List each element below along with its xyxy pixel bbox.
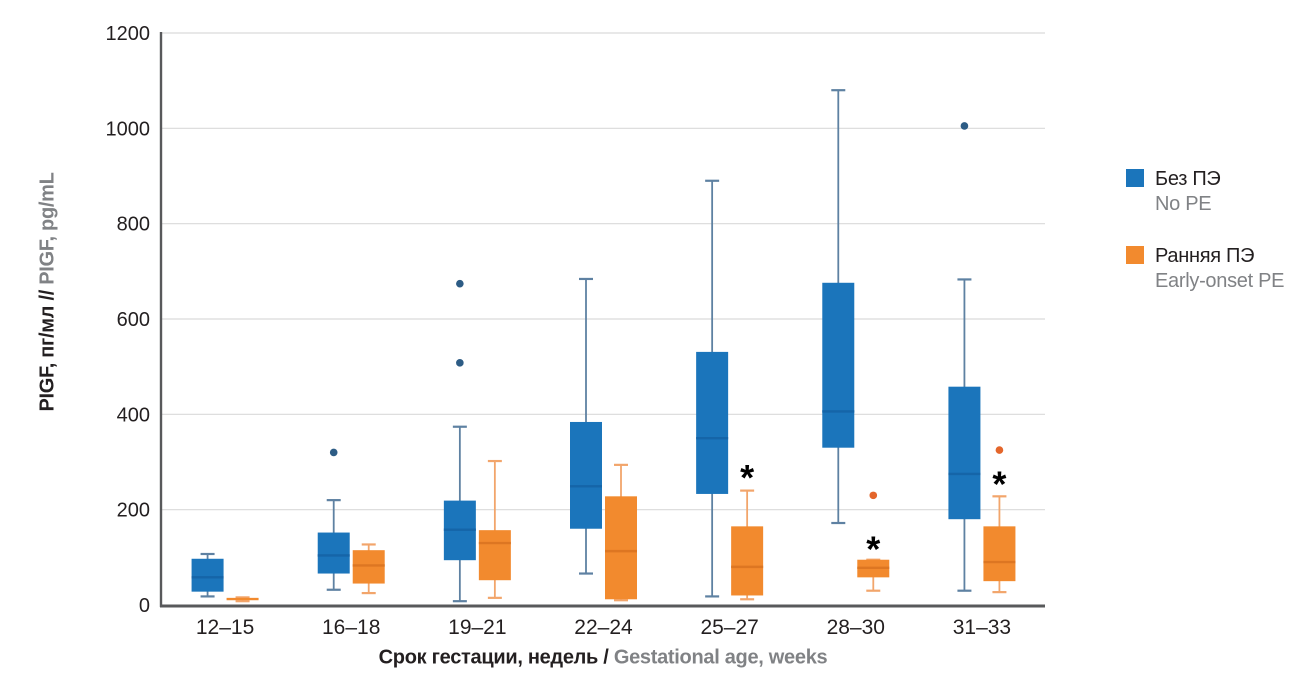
no-pe-box-rect <box>191 558 224 592</box>
y-tick-label: 1200 <box>106 23 151 45</box>
y-tick-label: 400 <box>117 404 150 426</box>
x-axis-title-ru: Срок гестации, недель / <box>378 646 609 669</box>
x-axis-title: Срок гестации, недель / Gestational age,… <box>379 647 828 670</box>
x-axis-title-en: Gestational age, weeks <box>613 646 828 669</box>
significance-asterisk: * <box>992 463 1006 504</box>
legend-early-pe-label-en: Early-onset PE <box>1155 270 1285 292</box>
x-tick-label: 25–27 <box>700 616 758 639</box>
y-tick-label: 600 <box>117 309 150 331</box>
x-tick-label: 12–15 <box>196 616 254 639</box>
y-axis-title-ru: PIGF, пг/мл // <box>36 290 59 412</box>
x-tick-label: 19–21 <box>448 616 506 639</box>
y-tick-label: 200 <box>117 500 150 522</box>
significance-asterisk: * <box>740 457 754 498</box>
y-axis-title-en: PIGF, pg/mL <box>36 172 59 285</box>
x-tick-label: 16–18 <box>322 616 380 639</box>
legend-item-no-pe: Без ПЭ No PE <box>1126 167 1284 217</box>
legend-item-early-pe-text: Ранняя ПЭ Early-onset PE <box>1155 244 1285 294</box>
no-pe-outlier-dot <box>456 359 464 367</box>
x-tick-label: 22–24 <box>574 616 633 639</box>
no-pe-outlier-dot <box>329 448 338 457</box>
early-pe-outlier-dot <box>869 491 878 500</box>
early-pe-swatch-icon <box>1126 246 1144 264</box>
no-pe-swatch-icon <box>1126 169 1144 187</box>
x-tick-label: 28–30 <box>827 616 885 639</box>
legend-no-pe-label-ru: Без ПЭ <box>1155 168 1221 190</box>
no-pe-outlier-dot <box>456 279 464 288</box>
legend-no-pe-label-en: No PE <box>1155 193 1212 215</box>
early-pe-box-rect <box>352 550 385 584</box>
early-pe-outlier-dot <box>995 446 1004 454</box>
y-tick-label: 0 <box>139 595 150 617</box>
early-pe-box-rect <box>731 526 764 596</box>
y-axis-title: PIGF, пг/мл // PIGF, pg/mL <box>37 172 60 411</box>
no-pe-outlier-dot <box>960 122 969 130</box>
no-pe-box-rect <box>948 386 981 520</box>
no-pe-box-rect <box>696 351 729 494</box>
early-pe-box-rect <box>983 526 1016 582</box>
early-pe-box-rect <box>226 597 259 601</box>
legend-early-pe-label-ru: Ранняя ПЭ <box>1155 245 1255 267</box>
significance-asterisk: * <box>866 529 880 570</box>
legend-item-early-pe: Ранняя ПЭ Early-onset PE <box>1126 244 1285 294</box>
y-tick-label: 1000 <box>106 118 151 140</box>
no-pe-box-rect <box>570 421 602 529</box>
x-tick-label: 31–33 <box>953 616 1011 639</box>
no-pe-box-rect <box>317 532 350 574</box>
legend: Без ПЭ No PE Ранняя ПЭ Early-onset PE <box>1126 167 1285 321</box>
y-tick-label: 800 <box>117 214 150 236</box>
no-pe-box-rect <box>822 282 855 448</box>
legend-item-no-pe-text: Без ПЭ No PE <box>1155 167 1221 217</box>
early-pe-box-rect <box>605 496 637 600</box>
early-pe-box-rect <box>478 530 511 581</box>
